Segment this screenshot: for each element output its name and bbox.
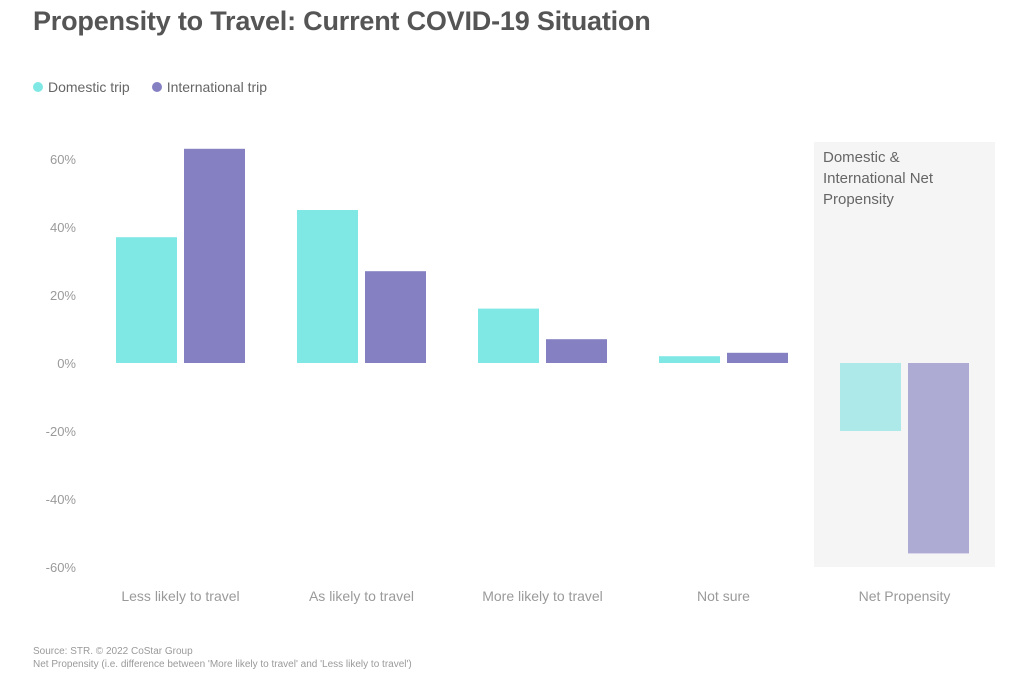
legend-swatch-international	[151, 82, 162, 92]
y-tick-label: 40%	[50, 220, 76, 235]
net-propensity-note: Net Propensity (i.e. difference between …	[33, 659, 412, 670]
legend-label-international: International trip	[166, 79, 268, 95]
y-tick-label: -40%	[46, 492, 77, 507]
y-tick-label: -60%	[46, 560, 77, 575]
chart-title: Propensity to Travel: Current COVID-19 S…	[33, 6, 651, 36]
y-tick-label: 20%	[50, 288, 76, 303]
y-tick-label: -20%	[46, 424, 77, 439]
x-tick-label: Net Propensity	[859, 588, 951, 604]
footer: Source: STR. © 2022 CoStar Group Net Pro…	[33, 645, 412, 671]
legend-swatch-domestic	[33, 82, 43, 92]
bar-domestic	[840, 363, 901, 431]
legend: Domestic trip International trip	[33, 79, 267, 95]
y-tick-label: 0%	[57, 356, 76, 371]
legend-item-domestic: Domestic trip	[33, 79, 130, 95]
legend-label-domestic: Domestic trip	[48, 79, 130, 95]
bar-domestic	[297, 210, 358, 363]
x-tick-label: As likely to travel	[309, 588, 414, 604]
bar-international	[184, 148, 245, 363]
bar-international	[727, 352, 788, 363]
bar-international	[546, 339, 607, 363]
bar-domestic	[116, 237, 177, 363]
bar-international	[365, 271, 426, 363]
source-note: Source: STR. © 2022 CoStar Group	[33, 646, 193, 657]
bar-international	[908, 363, 969, 554]
x-tick-label: Less likely to travel	[121, 588, 239, 604]
x-tick-label: Not sure	[697, 588, 750, 604]
bar-domestic	[659, 356, 720, 363]
y-tick-label: 60%	[50, 152, 76, 167]
x-tick-label: More likely to travel	[482, 588, 603, 604]
bar-domestic	[478, 308, 539, 363]
net-panel-label: Domestic & International Net Propensity	[823, 149, 934, 208]
legend-item-international: International trip	[151, 79, 268, 95]
